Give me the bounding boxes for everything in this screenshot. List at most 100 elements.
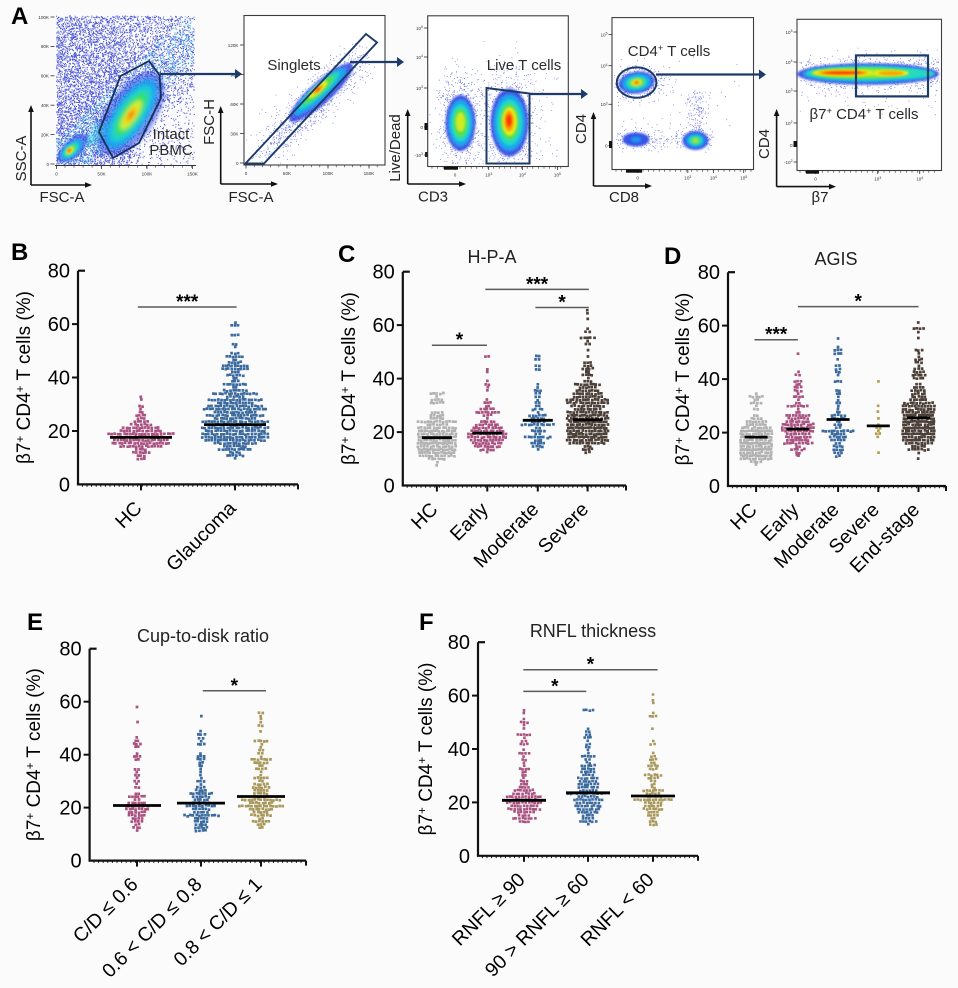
svg-text:FSC-H: FSC-H	[201, 99, 218, 145]
svg-text:80: 80	[373, 262, 395, 284]
svg-text:20: 20	[48, 421, 70, 443]
svg-text:Live T cells: Live T cells	[487, 57, 561, 74]
svg-text:H-P-A: H-P-A	[468, 247, 517, 267]
svg-text:60K: 60K	[41, 74, 50, 79]
svg-text:0: 0	[245, 171, 248, 176]
svg-text:150K: 150K	[364, 171, 376, 176]
svg-text:CD3: CD3	[418, 189, 448, 206]
svg-text:100K: 100K	[323, 171, 335, 176]
svg-text:105: 105	[600, 32, 607, 38]
svg-text:0: 0	[55, 172, 58, 177]
svg-text:30K: 30K	[230, 131, 239, 136]
svg-text:20: 20	[698, 423, 720, 445]
svg-text:40K: 40K	[41, 103, 50, 108]
svg-text:β7+ CD4+ T cells (%): β7+ CD4+ T cells (%)	[338, 292, 360, 465]
svg-text:CD4+ T cells: CD4+ T cells	[628, 43, 710, 60]
svg-text:20: 20	[373, 422, 395, 444]
svg-text:C: C	[338, 241, 355, 268]
svg-text:β7+ CD4+ T cells (%): β7+ CD4+ T cells (%)	[13, 291, 35, 464]
svg-text:CD4: CD4	[756, 129, 773, 159]
svg-text:104: 104	[416, 54, 423, 60]
svg-text:-102: -102	[784, 159, 793, 165]
svg-text:105: 105	[785, 29, 792, 35]
svg-text:0: 0	[236, 161, 239, 166]
svg-text:0: 0	[459, 846, 470, 868]
svg-text:FSC-A: FSC-A	[229, 189, 274, 206]
svg-text:0: 0	[46, 162, 49, 167]
svg-text:40: 40	[698, 369, 720, 391]
svg-text:60: 60	[48, 314, 70, 336]
svg-text:0: 0	[454, 173, 457, 178]
svg-text:AGIS: AGIS	[814, 249, 857, 269]
svg-text:*: *	[854, 292, 862, 313]
svg-text:120K: 120K	[228, 43, 240, 48]
svg-text:50K: 50K	[283, 171, 292, 176]
svg-text:40: 40	[373, 369, 395, 391]
svg-text:A: A	[11, 3, 28, 30]
svg-text:80: 80	[59, 639, 81, 661]
svg-text:103: 103	[874, 176, 881, 182]
svg-text:CD4: CD4	[573, 114, 590, 144]
svg-text:104: 104	[710, 175, 717, 181]
svg-text:103: 103	[485, 172, 492, 178]
svg-text:β7+ CD4+ T cells (%): β7+ CD4+ T cells (%)	[415, 663, 437, 836]
svg-text:20: 20	[59, 798, 81, 820]
svg-text:0: 0	[636, 176, 639, 181]
svg-text:FSC-A: FSC-A	[40, 189, 85, 206]
svg-text:20: 20	[448, 792, 470, 814]
svg-text:***: ***	[765, 325, 788, 346]
svg-text:104: 104	[600, 63, 607, 69]
svg-text:0: 0	[384, 476, 395, 498]
svg-text:104: 104	[785, 59, 792, 65]
svg-text:40: 40	[48, 368, 70, 390]
svg-text:*: *	[558, 293, 566, 314]
svg-text:103: 103	[416, 85, 423, 91]
svg-text:40: 40	[59, 745, 81, 767]
svg-text:E: E	[27, 609, 43, 636]
svg-text:0: 0	[814, 177, 817, 182]
svg-text:β7: β7	[812, 189, 829, 206]
svg-text:40: 40	[448, 739, 470, 761]
svg-text:60: 60	[448, 686, 470, 708]
svg-text:80: 80	[448, 632, 470, 654]
svg-text:60K: 60K	[230, 102, 239, 107]
svg-text:105: 105	[416, 25, 423, 31]
svg-text:80K: 80K	[41, 44, 50, 49]
svg-text:60: 60	[373, 315, 395, 337]
svg-text:150K: 150K	[187, 172, 199, 177]
svg-text:β7+ CD4+ T cells (%): β7+ CD4+ T cells (%)	[23, 668, 45, 841]
svg-text:CD8: CD8	[609, 189, 639, 206]
svg-text:80: 80	[698, 262, 720, 284]
svg-text:***: ***	[526, 274, 549, 295]
svg-text:PBMC: PBMC	[149, 142, 193, 159]
svg-text:105: 105	[554, 172, 561, 178]
svg-text:Singlets: Singlets	[267, 57, 320, 74]
svg-text:103: 103	[785, 88, 792, 94]
svg-text:β7+ CD4+ T cells: β7+ CD4+ T cells	[809, 106, 918, 123]
svg-text:0: 0	[709, 476, 720, 498]
svg-text:104: 104	[519, 172, 526, 178]
svg-text:Live/Dead: Live/Dead	[387, 114, 404, 182]
svg-text:-103: -103	[414, 152, 423, 158]
svg-text:***: ***	[176, 292, 199, 313]
svg-text:20K: 20K	[41, 132, 50, 137]
svg-text:60: 60	[698, 316, 720, 338]
svg-text:100K: 100K	[38, 15, 50, 20]
svg-text:Cup-to-disk ratio: Cup-to-disk ratio	[137, 626, 269, 646]
svg-text:β7+ CD4+ T cells (%): β7+ CD4+ T cells (%)	[672, 293, 694, 466]
svg-text:Intact: Intact	[153, 126, 191, 143]
svg-text:0: 0	[790, 143, 793, 148]
svg-text:103: 103	[600, 102, 607, 108]
svg-text:0: 0	[605, 143, 608, 148]
svg-text:*: *	[231, 676, 239, 697]
svg-text:0: 0	[420, 125, 423, 130]
svg-text:*: *	[456, 330, 464, 351]
svg-text:D: D	[664, 243, 681, 270]
svg-text:SSC-A: SSC-A	[13, 136, 30, 182]
svg-text:*: *	[551, 676, 559, 697]
svg-text:104: 104	[916, 176, 923, 182]
svg-text:103: 103	[684, 175, 691, 181]
svg-text:RNFL thickness: RNFL thickness	[530, 621, 656, 641]
svg-text:F: F	[419, 609, 434, 636]
svg-text:60: 60	[59, 692, 81, 714]
